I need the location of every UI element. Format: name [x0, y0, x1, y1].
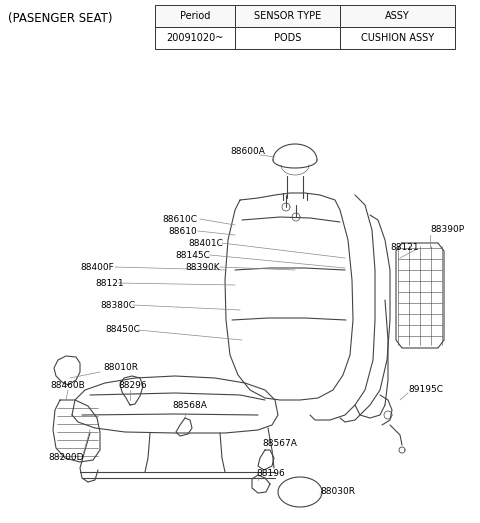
Bar: [235, 5, 340, 27]
Text: 20091020~: 20091020~: [166, 33, 224, 43]
Text: 88145C: 88145C: [175, 251, 210, 259]
Text: 88390K: 88390K: [185, 263, 220, 271]
Text: CUSHION ASSY: CUSHION ASSY: [361, 33, 434, 43]
Text: PODS: PODS: [274, 33, 301, 43]
Text: 88450C: 88450C: [105, 325, 140, 335]
Text: 88296: 88296: [118, 381, 146, 390]
Text: 88380C: 88380C: [100, 301, 135, 310]
Text: 88401C: 88401C: [188, 238, 223, 247]
Text: 88610: 88610: [168, 226, 197, 235]
Text: Period: Period: [180, 11, 210, 21]
Text: 89195C: 89195C: [408, 385, 443, 394]
Text: 88567A: 88567A: [262, 439, 297, 449]
Text: 88010R: 88010R: [103, 362, 138, 371]
Text: SENSOR TYPE: SENSOR TYPE: [254, 11, 321, 21]
Text: 88030R: 88030R: [320, 487, 355, 496]
Text: 88121: 88121: [95, 279, 124, 288]
Bar: [340, 27, 455, 49]
Bar: [155, 27, 235, 49]
Text: 88390P: 88390P: [430, 225, 464, 234]
Bar: [340, 5, 455, 27]
Text: 88460B: 88460B: [50, 381, 85, 390]
Bar: [155, 5, 235, 27]
Text: 88568A: 88568A: [172, 401, 207, 410]
Text: 88196: 88196: [256, 469, 285, 477]
Text: 88600A: 88600A: [230, 147, 265, 156]
Text: ASSY: ASSY: [385, 11, 410, 21]
Text: (PASENGER SEAT): (PASENGER SEAT): [8, 12, 112, 25]
Text: 88121: 88121: [390, 243, 419, 252]
Text: 88400F: 88400F: [80, 263, 114, 271]
Text: 88200D: 88200D: [48, 453, 84, 462]
Text: 88610C: 88610C: [162, 214, 197, 223]
Bar: [235, 27, 340, 49]
